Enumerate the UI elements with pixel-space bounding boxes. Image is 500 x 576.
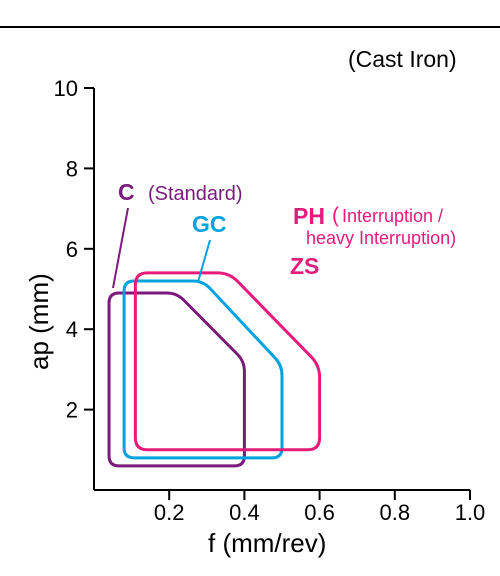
svg-text:(: ( bbox=[332, 204, 339, 227]
svg-text:GC: GC bbox=[192, 211, 227, 237]
svg-text:PH: PH bbox=[293, 203, 325, 229]
plot-svg: 0.2 0.4 0.6 0.8 1.0 2 4 6 8 10 C (Standard) GC PH (Int… bbox=[0, 0, 500, 576]
svg-text:6: 6 bbox=[66, 237, 78, 262]
svg-text:heavy Interruption): heavy Interruption) bbox=[306, 228, 456, 248]
svg-text:ZS: ZS bbox=[290, 253, 319, 279]
svg-text:C: C bbox=[118, 179, 135, 205]
svg-text:4: 4 bbox=[66, 317, 78, 342]
svg-text:0.4: 0.4 bbox=[229, 500, 260, 525]
svg-text:8: 8 bbox=[66, 156, 78, 181]
svg-text:Interruption /: Interruption / bbox=[342, 206, 443, 226]
svg-text:(Standard): (Standard) bbox=[148, 183, 243, 205]
svg-text:10: 10 bbox=[54, 76, 78, 101]
chart-container: (Cast Iron) f (mm/rev) ap (mm) 0.20.40.6… bbox=[0, 0, 500, 576]
svg-text:0.2: 0.2 bbox=[154, 500, 185, 525]
svg-text:0.6: 0.6 bbox=[304, 500, 335, 525]
svg-text:2: 2 bbox=[66, 398, 78, 423]
svg-text:1.0: 1.0 bbox=[455, 500, 486, 525]
svg-text:0.8: 0.8 bbox=[380, 500, 411, 525]
